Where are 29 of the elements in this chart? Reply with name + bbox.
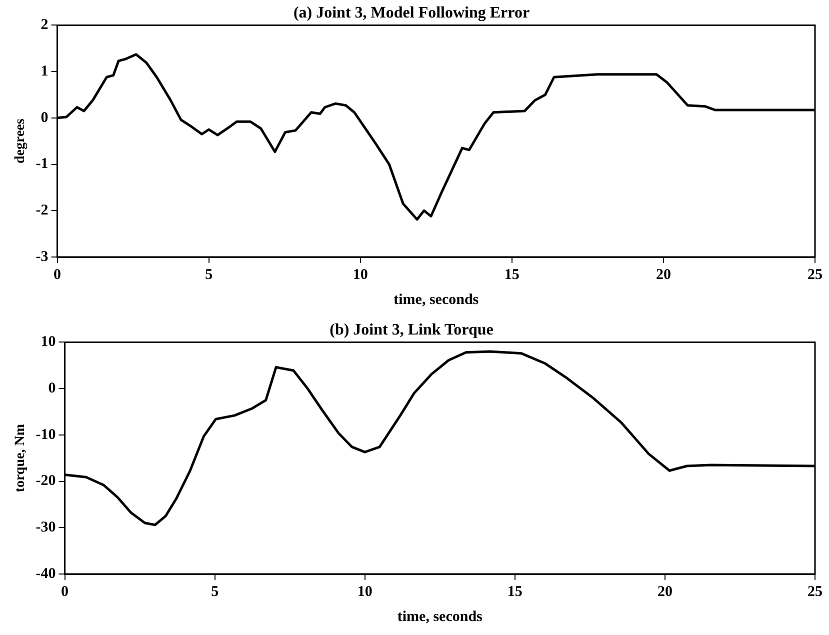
y-axis-title: torque, Nm <box>13 424 28 492</box>
y-tick-label: 1 <box>40 63 48 80</box>
y-tick-label: -3 <box>36 248 48 265</box>
y-tick-label: 0 <box>40 110 48 126</box>
x-tick-label: 0 <box>61 584 69 600</box>
x-tick-label: 20 <box>657 584 672 600</box>
x-tick-label: 10 <box>357 584 372 600</box>
y-axis-title: degrees <box>13 118 28 164</box>
y-tick-label: 0 <box>48 380 56 396</box>
x-tick-label: 20 <box>656 266 671 283</box>
x-tick-label: 10 <box>352 266 368 283</box>
y-tick-label: 10 <box>40 334 56 350</box>
y-tick-label: -2 <box>36 202 48 219</box>
x-tick-label: 15 <box>507 584 522 600</box>
x-tick-label: 5 <box>211 584 219 600</box>
x-tick-label: 25 <box>808 584 822 600</box>
y-tick-label: 2 <box>40 17 48 34</box>
x-tick-label: 5 <box>205 266 213 283</box>
x-tick-label: 15 <box>504 266 520 283</box>
y-tick-label: -40 <box>36 566 56 582</box>
y-tick-label: -1 <box>36 156 48 172</box>
y-tick-label: -20 <box>36 473 56 490</box>
chart-title: (a) Joint 3, Model Following Error <box>293 4 530 22</box>
y-tick-label: -30 <box>36 520 56 536</box>
x-axis-title: time, seconds <box>394 292 479 308</box>
x-axis-title: time, seconds <box>397 608 483 625</box>
x-tick-label: 25 <box>808 266 822 283</box>
y-tick-label: -10 <box>36 426 56 443</box>
chart-title: (b) Joint 3, Link Torque <box>330 322 494 339</box>
